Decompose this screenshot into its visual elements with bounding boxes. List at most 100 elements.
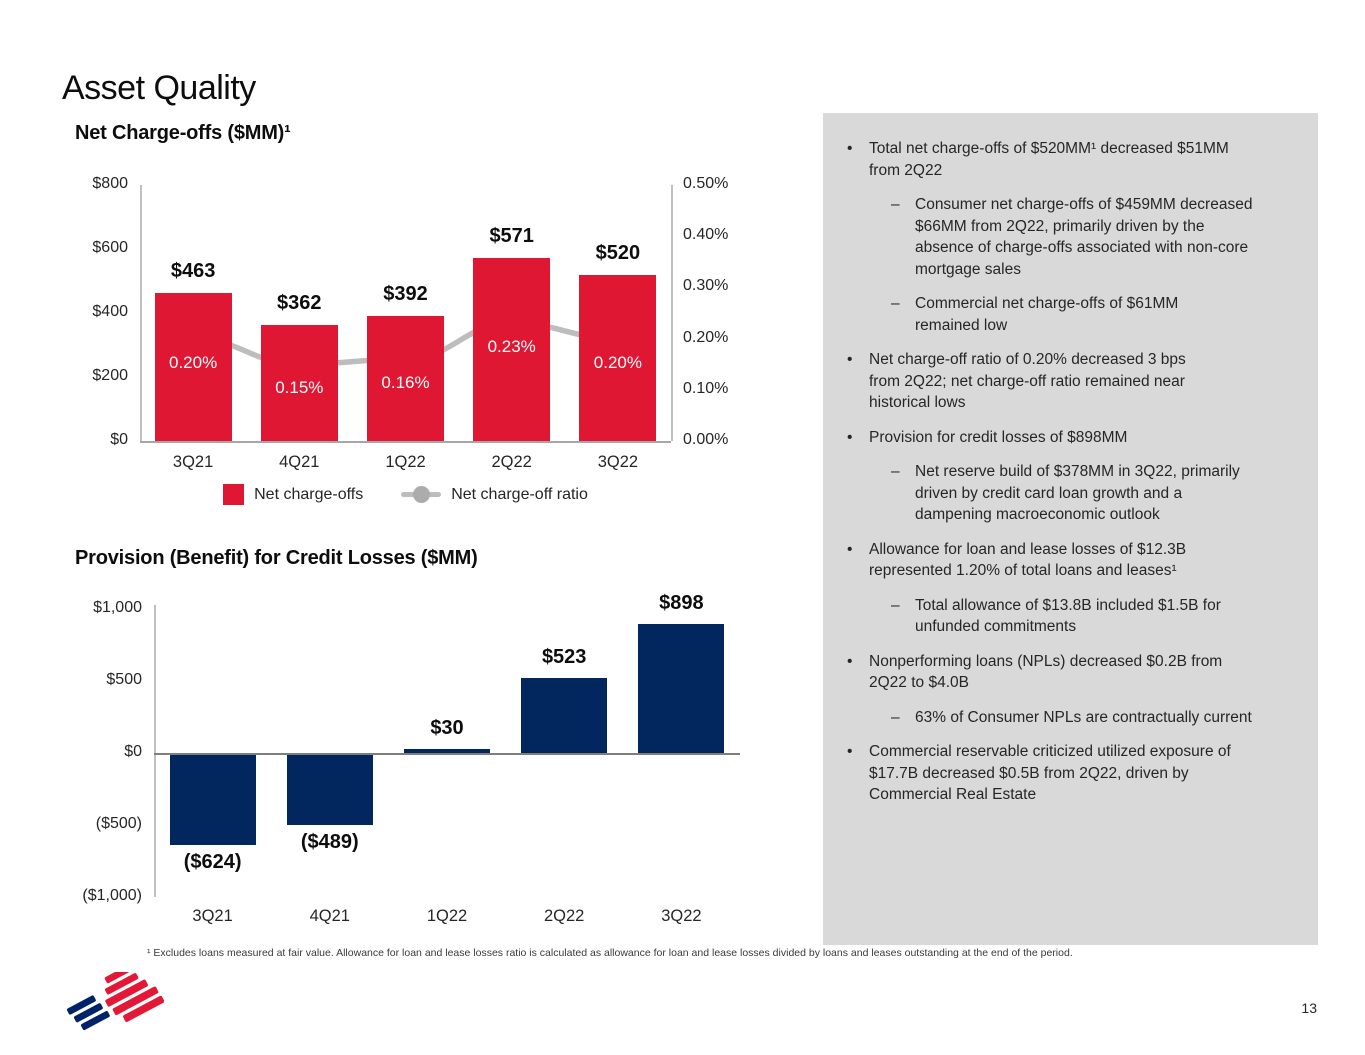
chart1-right-tick: 0.30% <box>683 277 729 295</box>
bullet-dot: • <box>847 140 853 157</box>
chart1-left-tick: $800 <box>92 175 128 192</box>
chart1-legend: Net charge-offs Net charge-off ratio <box>140 484 671 505</box>
chart1-right-tick: 0.10% <box>683 379 729 397</box>
sub-bullet-item: – Commercial net charge-offs of $61MM rem… <box>847 293 1304 336</box>
page-title: Asset Quality <box>62 68 256 107</box>
net-charge-offs-value-label: $571 <box>489 225 534 248</box>
chart2-zero-line <box>154 753 740 755</box>
bullet-text: Total allowance of $13.8B included $1.5B… <box>915 596 1221 636</box>
provision-bar <box>404 748 490 753</box>
provision-bar <box>521 677 608 753</box>
net-charge-offs-bar <box>473 258 551 441</box>
bullet-text: Provision for credit losses of $898MM <box>869 428 1128 446</box>
commentary-panel: • Total net charge-offs of $520MM¹ decrea… <box>823 113 1318 945</box>
chart1-right-tick: 0.40% <box>683 226 729 244</box>
chart1-right-tick: 0.50% <box>683 175 729 192</box>
charge-off-ratio-label: 0.20% <box>168 352 218 372</box>
legend-bar-swatch <box>223 484 245 505</box>
chart1-category-label: 4Q21 <box>279 453 320 471</box>
sub-bullet-dash: – <box>891 463 900 480</box>
bullet-item: • Net charge-off ratio of 0.20% decreased… <box>847 349 1304 414</box>
net-charge-offs-bar <box>579 274 657 441</box>
chart1-title: Net Charge-offs ($MM)¹ <box>75 122 291 144</box>
bullet-item: • Provision for credit losses of $898MM <box>847 427 1304 449</box>
chart2-category-label: 3Q21 <box>192 907 233 925</box>
page-number: 13 <box>1301 1000 1317 1016</box>
chart2-axis-tick: ($1,000) <box>82 887 142 904</box>
chart1-category-label: 2Q22 <box>491 453 532 471</box>
provision-value-label: $898 <box>659 591 704 614</box>
chart2-category-label: 1Q22 <box>426 907 468 925</box>
bullet-dot: • <box>847 652 853 670</box>
chart2-category-label: 2Q22 <box>544 907 585 925</box>
provision-value-label: ($489) <box>300 831 359 854</box>
bullet-text: Consumer net charge-offs of $459MM decre… <box>915 196 1253 278</box>
chart1-left-tick: $200 <box>92 367 128 384</box>
chart1-right-tick: 0.20% <box>683 328 729 346</box>
bullet-text: Commercial net charge-offs of $61MM rema… <box>915 295 1179 334</box>
bullet-text: Allowance for loan and lease losses of $… <box>869 540 1187 580</box>
sub-bullet-item: – Net reserve build of $378MM in 3Q22, pr… <box>847 461 1304 526</box>
chart1-baseline <box>140 441 671 443</box>
sub-bullet-dash: – <box>891 708 900 726</box>
provision-value-label: $523 <box>541 645 587 668</box>
legend-line-label: Net charge-off ratio <box>451 485 588 503</box>
net-charge-offs-value-label: $392 <box>383 282 428 305</box>
commentary-list: • Total net charge-offs of $520MM¹ decrea… <box>847 138 1304 806</box>
sub-bullet-dash: – <box>891 196 900 213</box>
chart1-category-label: 3Q21 <box>172 453 214 471</box>
charge-off-ratio-label: 0.15% <box>275 378 324 398</box>
chart1-category-label: 3Q22 <box>597 453 639 471</box>
sub-bullet-dash: – <box>891 596 900 614</box>
provision-bar <box>286 755 373 826</box>
bullet-item: • Allowance for loan and lease losses of … <box>847 539 1304 582</box>
net-charge-offs-value-label: $362 <box>277 292 322 315</box>
net-charge-offs-bar <box>154 292 232 441</box>
net-charge-offs-bar <box>260 325 338 441</box>
net-charge-offs-value-label: $463 <box>170 259 216 282</box>
chart2-axis-tick: $0 <box>124 743 142 760</box>
chart2-axis-tick: $1,000 <box>93 599 142 616</box>
chart1-right-axis-line <box>671 185 673 441</box>
chart2-category-label: 4Q21 <box>309 907 350 925</box>
chart1-left-axis-line <box>140 185 142 441</box>
chart1-left-tick: $400 <box>92 303 128 320</box>
chart1-left-tick: $0 <box>110 431 128 448</box>
sub-bullet-item: – Total allowance of $13.8B included $1.5… <box>847 595 1304 638</box>
bullet-text: Total net charge-offs of $520MM¹ decreas… <box>869 140 1229 179</box>
sub-bullet-dash: – <box>891 295 900 312</box>
bullet-text: Commercial reservable criticized utilize… <box>869 743 1231 803</box>
provision-value-label: ($624) <box>183 850 242 873</box>
net-charge-offs-value-label: $520 <box>595 241 641 264</box>
bullet-text: 63% of Consumer NPLs are contractually c… <box>915 708 1252 726</box>
bullet-dot: • <box>847 428 853 446</box>
chart2-left-axis-line <box>154 605 156 897</box>
charge-off-ratio-label: 0.16% <box>381 373 430 393</box>
chart2-axis-tick: $500 <box>106 671 142 688</box>
bank-of-america-logo <box>66 972 164 1031</box>
footnote: ¹ Excludes loans measured at fair value.… <box>147 947 1073 959</box>
charge-off-ratio-label: 0.23% <box>487 337 536 357</box>
chart2-axis-tick: ($500) <box>95 815 142 832</box>
legend-line-icon <box>401 484 442 505</box>
sub-bullet-item: –63% of Consumer NPLs are contractually … <box>847 707 1304 729</box>
bullet-dot: • <box>847 540 853 558</box>
bullet-text: Nonperforming loans (NPLs) decreased $0.… <box>869 652 1223 692</box>
chart2-category-label: 3Q22 <box>661 907 702 925</box>
chart1-category-label: 1Q22 <box>385 453 426 471</box>
chart1-right-tick: 0.00% <box>683 431 729 448</box>
sub-bullet-item: – Consumer net charge-offs of $459MM decr… <box>847 194 1304 280</box>
provision-bar <box>638 623 725 753</box>
bullet-item: • Commercial reservable criticized utiliz… <box>847 741 1304 806</box>
chart1-left-tick: $600 <box>92 239 128 256</box>
bullet-item: • Nonperforming loans (NPLs) decreased $0… <box>847 651 1304 694</box>
net-charge-offs-bar <box>367 315 444 441</box>
bullet-dot: • <box>847 743 853 760</box>
chart2-title: Provision (Benefit) for Credit Losses ($… <box>75 547 478 569</box>
provision-value-label: $30 <box>430 716 464 739</box>
bullet-text: Net reserve build of $378MM in 3Q22, pri… <box>915 463 1240 523</box>
provision-bar <box>169 755 256 845</box>
legend-bar-label: Net charge-offs <box>254 485 364 503</box>
bullet-item: • Total net charge-offs of $520MM¹ decrea… <box>847 138 1304 181</box>
